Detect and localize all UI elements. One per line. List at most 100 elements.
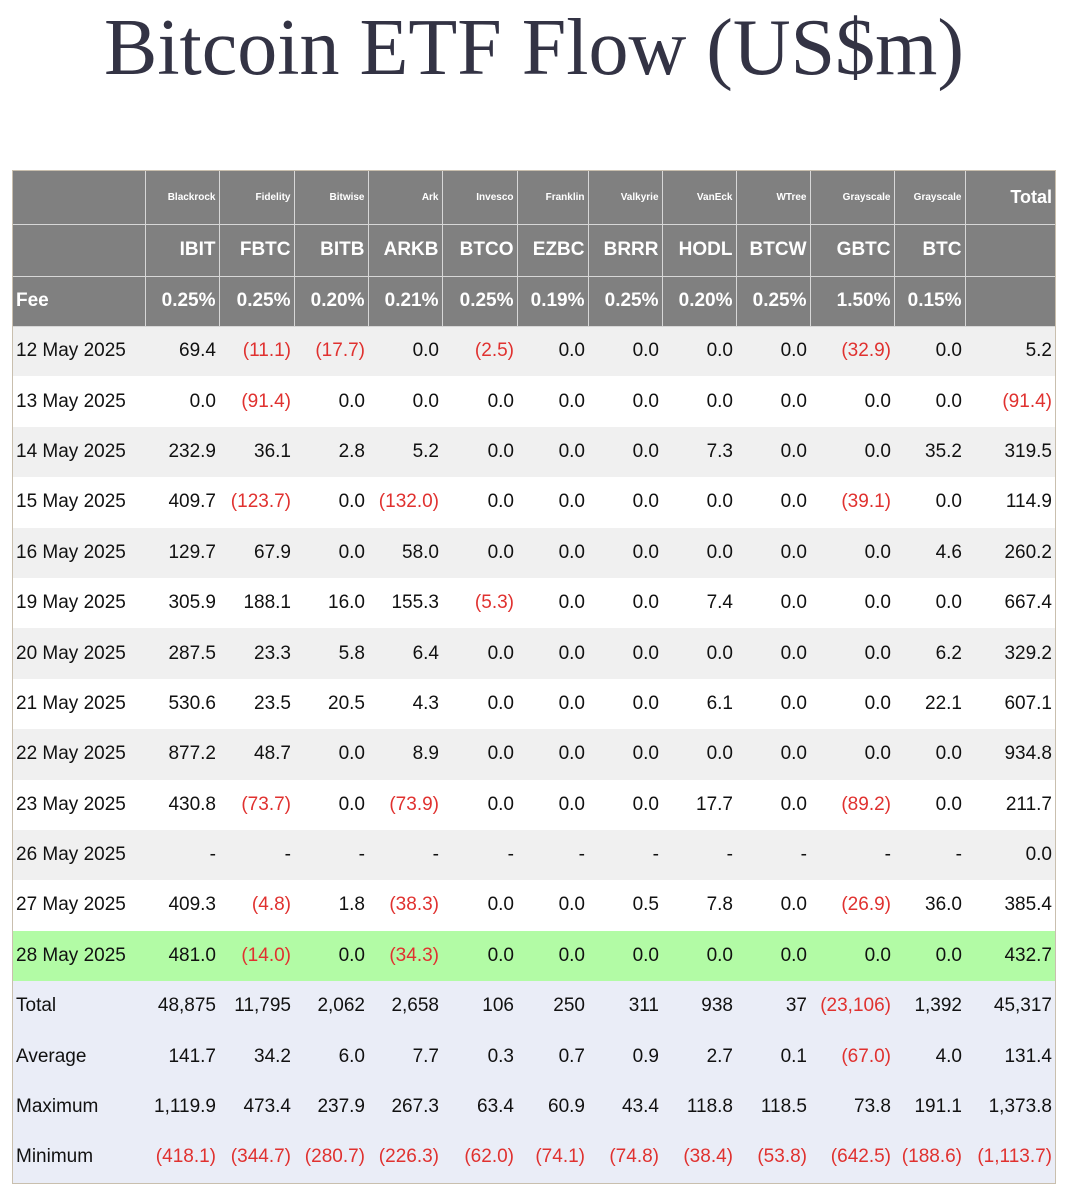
flow-value-cell: 530.6 xyxy=(145,678,219,730)
flow-value-cell: 0.0 xyxy=(894,577,965,629)
flow-value-cell: 0.0 xyxy=(736,678,810,730)
flow-value-cell: 0.0 xyxy=(810,376,894,427)
flow-value-cell: 155.3 xyxy=(368,577,442,629)
table-row: 13 May 2025 0.0 (91.4) 0.0 0.0 0.0 0.0 0.0 0.0 0.… xyxy=(13,376,1055,427)
flow-value-cell: 0.3 xyxy=(442,1031,517,1082)
flow-value-cell: (132.0) xyxy=(368,477,442,528)
ticker-header: FBTC xyxy=(219,224,295,277)
flow-value-cell: 0.0 xyxy=(894,326,965,377)
issuer-header-row: Blackrock Fidelity Bitwise Ark Invesco F… xyxy=(13,171,1055,225)
flow-value-cell: 0.0 xyxy=(517,426,588,478)
flow-value-cell: (74.1) xyxy=(517,1132,588,1183)
flow-value-cell: 0.0 xyxy=(736,527,810,578)
row-total-cell: 432.7 xyxy=(965,930,1055,982)
ticker-header: IBIT xyxy=(145,224,220,277)
issuer-header: Franklin xyxy=(517,171,589,225)
table-row: 22 May 2025 877.2 48.7 0.0 8.9 0.0 0.0 0.0 0.0 0.… xyxy=(13,729,1055,780)
flow-value-cell: 237.9 xyxy=(294,1081,368,1133)
flow-value-cell: 7.3 xyxy=(662,426,736,478)
date-cell: 22 May 2025 xyxy=(13,729,145,780)
table-row: 16 May 2025 129.7 67.9 0.0 58.0 0.0 0.0 0.0 0.0 0… xyxy=(13,527,1055,578)
flow-value-cell: 0.0 xyxy=(662,326,736,377)
flow-value-cell: 0.0 xyxy=(662,930,736,982)
flow-value-cell: 0.0 xyxy=(894,477,965,528)
flow-value-cell: 20.5 xyxy=(294,678,368,730)
flow-value-cell: - xyxy=(219,829,294,881)
table-row: 15 May 2025 409.7 (123.7) 0.0 (132.0) 0.0 0.0 0… xyxy=(13,477,1055,528)
flow-value-cell: (32.9) xyxy=(810,326,894,377)
flow-value-cell: 0.0 xyxy=(442,729,517,780)
flow-value-cell: - xyxy=(894,829,965,881)
flow-value-cell: 0.0 xyxy=(736,426,810,478)
flow-value-cell: 0.0 xyxy=(588,729,662,780)
flow-value-cell: 23.5 xyxy=(219,678,294,730)
flow-value-cell: (34.3) xyxy=(368,930,442,982)
table-row: 19 May 2025 305.9 188.1 16.0 155.3 (5.3) 0.0 0.… xyxy=(13,577,1055,629)
date-cell: 23 May 2025 xyxy=(13,779,145,830)
flow-value-cell: 0.9 xyxy=(588,1031,662,1082)
flow-value-cell: (5.3) xyxy=(442,577,517,629)
ticker-header: HODL xyxy=(662,224,737,277)
flow-value-cell: 0.0 xyxy=(517,779,588,830)
date-cell: 28 May 2025 xyxy=(13,930,145,982)
flow-value-cell: 1,119.9 xyxy=(145,1081,219,1133)
flow-value-cell: 129.7 xyxy=(145,527,219,578)
flow-value-cell: 17.7 xyxy=(662,779,736,830)
table-row: 26 May 2025- - - - - - - - - - -0.0 xyxy=(13,829,1055,881)
flow-value-cell: 1,392 xyxy=(894,981,965,1032)
issuer-header: Invesco xyxy=(442,171,518,225)
flow-value-cell: 0.0 xyxy=(736,477,810,528)
page-title: Bitcoin ETF Flow (US$m) xyxy=(103,4,965,92)
flow-value-cell: 430.8 xyxy=(145,779,219,830)
flow-value-cell: 6.1 xyxy=(662,678,736,730)
flow-value-cell: - xyxy=(517,829,588,881)
flow-value-cell: 0.0 xyxy=(662,376,736,427)
flow-value-cell: 7.4 xyxy=(662,577,736,629)
flow-value-cell: 0.0 xyxy=(442,376,517,427)
row-total-cell: 607.1 xyxy=(965,678,1055,730)
flow-value-cell: (38.3) xyxy=(368,880,442,931)
flow-value-cell: 0.0 xyxy=(810,426,894,478)
flow-value-cell: (67.0) xyxy=(810,1031,894,1082)
flow-value-cell: 0.0 xyxy=(736,779,810,830)
flow-value-cell: 43.4 xyxy=(588,1081,662,1133)
row-total-cell: 131.4 xyxy=(965,1031,1055,1082)
row-total-cell: 1,373.8 xyxy=(965,1081,1055,1133)
ticker-header: BTCO xyxy=(442,224,518,277)
flow-value-cell: 6.2 xyxy=(894,628,965,679)
flow-value-cell: 5.8 xyxy=(294,628,368,679)
issuer-header: Grayscale xyxy=(894,171,966,225)
date-cell: 19 May 2025 xyxy=(13,577,145,629)
flow-value-cell: 0.5 xyxy=(588,880,662,931)
flow-value-cell: 0.0 xyxy=(588,376,662,427)
flow-value-cell: 0.0 xyxy=(588,527,662,578)
flow-value-cell: (73.9) xyxy=(368,779,442,830)
summary-row: Minimum (418.1) (344.7) (280.7) (226.3) (62.0… xyxy=(13,1132,1055,1183)
flow-value-cell: (188.6) xyxy=(894,1132,965,1183)
row-total-cell: 319.5 xyxy=(965,426,1055,478)
flow-value-cell: 0.0 xyxy=(736,930,810,982)
flow-value-cell: 0.0 xyxy=(442,779,517,830)
flow-value-cell: 67.9 xyxy=(219,527,294,578)
flow-value-cell: 0.0 xyxy=(736,880,810,931)
flow-value-cell: - xyxy=(442,829,517,881)
table-row: 23 May 2025 430.8 (73.7) 0.0 (73.9) 0.0 0.0 0.0… xyxy=(13,779,1055,830)
flow-value-cell: 287.5 xyxy=(145,628,219,679)
fee-value: 0.20% xyxy=(294,276,369,327)
flow-value-cell: 0.0 xyxy=(294,527,368,578)
ticker-header: EZBC xyxy=(517,224,589,277)
fee-value: 0.19% xyxy=(517,276,589,327)
flow-value-cell: 36.1 xyxy=(219,426,294,478)
flow-value-cell: 0.0 xyxy=(588,477,662,528)
issuer-header: Valkyrie xyxy=(588,171,663,225)
flow-value-cell: 6.0 xyxy=(294,1031,368,1082)
fee-total-blank xyxy=(965,276,1055,327)
date-cell: 26 May 2025 xyxy=(13,829,145,881)
fee-label: Fee xyxy=(13,276,146,327)
fee-value: 0.21% xyxy=(368,276,443,327)
flow-value-cell: 7.8 xyxy=(662,880,736,931)
flow-value-cell: (11.1) xyxy=(219,326,294,377)
flow-value-cell: 0.0 xyxy=(736,628,810,679)
flow-value-cell: 2,062 xyxy=(294,981,368,1032)
flow-value-cell: 4.6 xyxy=(894,527,965,578)
